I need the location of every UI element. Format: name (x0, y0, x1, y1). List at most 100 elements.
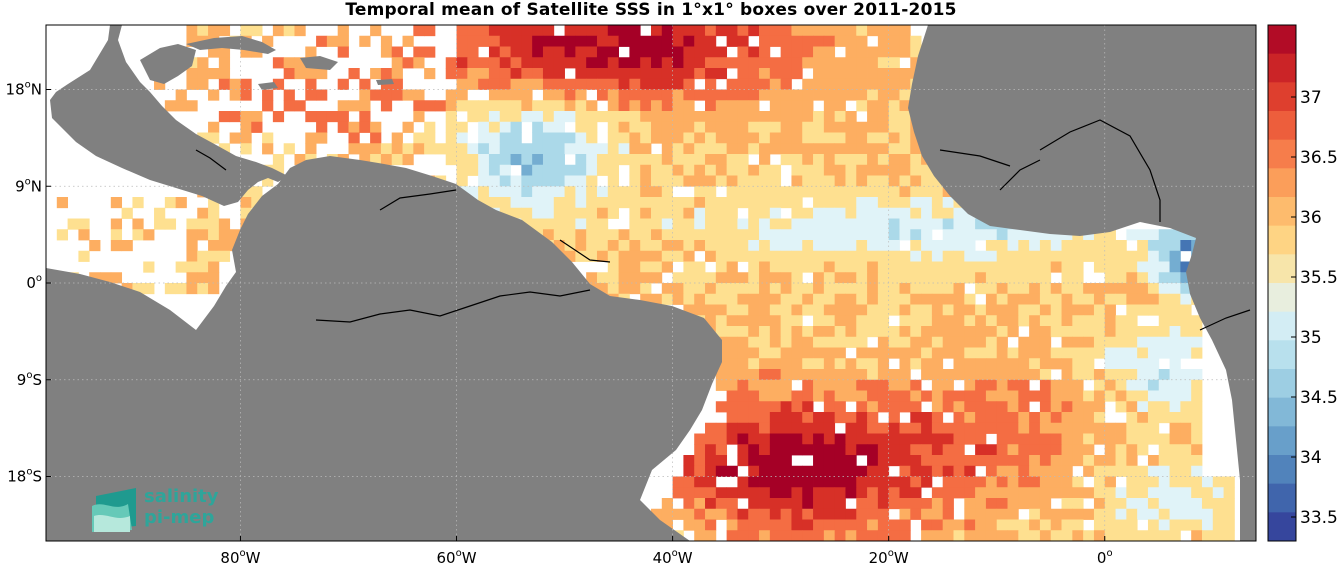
sss-cell (218, 218, 231, 230)
sss-cell (877, 379, 890, 391)
sss-cell (1180, 444, 1192, 456)
sss-cell (413, 132, 425, 144)
sss-cell (715, 444, 728, 456)
sss-cell (391, 46, 403, 58)
sss-cell (953, 347, 965, 359)
sss-cell (877, 422, 890, 434)
sss-cell (791, 336, 803, 348)
sss-cell (1007, 261, 1019, 273)
sss-cell (575, 132, 587, 144)
sss-cell (856, 444, 868, 456)
sss-cell (726, 358, 738, 370)
sss-cell (802, 422, 814, 434)
sss-cell (834, 326, 846, 338)
sss-cell (888, 336, 900, 348)
sss-cell (705, 498, 717, 510)
sss-cell (748, 508, 760, 520)
sss-cell (834, 111, 846, 123)
sss-cell (1018, 476, 1030, 488)
sss-cell (834, 164, 846, 176)
sss-cell (1050, 229, 1062, 241)
sss-cell (769, 390, 782, 402)
sss-cell (672, 35, 684, 47)
sss-cell (867, 207, 879, 219)
sss-cell (661, 121, 674, 133)
sss-cell (769, 218, 782, 230)
sss-cell (921, 304, 933, 316)
sss-cell (910, 304, 922, 316)
sss-cell (618, 229, 630, 241)
sss-cell (715, 250, 728, 262)
sss-cell (661, 250, 674, 262)
sss-cell (391, 89, 403, 101)
sss-cell (813, 293, 825, 305)
sss-cell (467, 143, 479, 155)
sss-cell (1115, 444, 1127, 456)
sss-cell (780, 25, 792, 37)
sss-cell (802, 487, 814, 499)
sss-cell (888, 78, 900, 90)
sss-cell (823, 487, 836, 499)
sss-cell (769, 465, 782, 477)
sss-cell (715, 111, 728, 123)
sss-cell (294, 57, 306, 69)
sss-cell (672, 154, 684, 166)
sss-cell (748, 175, 760, 187)
sss-cell (899, 315, 911, 327)
sss-cell (791, 412, 803, 424)
sss-cell (1147, 272, 1160, 284)
sss-cell (1093, 229, 1106, 241)
sss-cell (705, 207, 717, 219)
sss-cell (705, 143, 717, 155)
sss-cell (845, 412, 857, 424)
sss-cell (478, 175, 490, 187)
sss-cell (456, 164, 468, 176)
sss-cell (834, 229, 846, 241)
sss-cell (1191, 444, 1203, 456)
graticule (46, 25, 1256, 541)
sss-cell (586, 143, 598, 155)
sss-cell (542, 78, 555, 90)
sss-cell (759, 401, 771, 413)
sss-cell (629, 143, 641, 155)
sss-cell (1180, 412, 1192, 424)
sss-cell (910, 326, 922, 338)
sss-cell (240, 111, 252, 123)
sss-cell (921, 207, 933, 219)
sss-cell (748, 240, 760, 252)
sss-cell (996, 250, 1008, 262)
sss-cell (445, 68, 457, 80)
river-orinoco (379, 189, 457, 211)
sss-cell (575, 57, 587, 69)
sss-cell (553, 154, 565, 166)
sss-cell (186, 100, 198, 112)
sss-cell (867, 379, 879, 391)
sss-cell (953, 530, 965, 541)
sss-cell (467, 111, 479, 123)
sss-cell (1201, 519, 1214, 531)
sss-cell (877, 465, 890, 477)
sss-cell (877, 476, 890, 488)
sss-cell (845, 175, 857, 187)
sss-cell (985, 326, 998, 338)
sss-cell (1104, 530, 1116, 541)
sss-cell (791, 498, 803, 510)
sss-cell (867, 164, 879, 176)
sss-cell (1007, 498, 1019, 510)
sss-cell (964, 358, 976, 370)
sss-cell (672, 78, 684, 90)
sss-cell (996, 433, 1008, 445)
sss-cell (1083, 444, 1095, 456)
sss-cell (834, 476, 846, 488)
sss-cell (996, 412, 1008, 424)
sss-cell (651, 261, 663, 273)
sss-cell (931, 498, 944, 510)
sss-cell (975, 304, 987, 316)
sss-cell (953, 455, 965, 467)
sss-cell (1137, 487, 1149, 499)
sss-cell (316, 68, 328, 80)
sss-cell (759, 68, 771, 80)
sss-cell (823, 401, 836, 413)
sss-cell (640, 240, 652, 252)
sss-cell (845, 154, 857, 166)
